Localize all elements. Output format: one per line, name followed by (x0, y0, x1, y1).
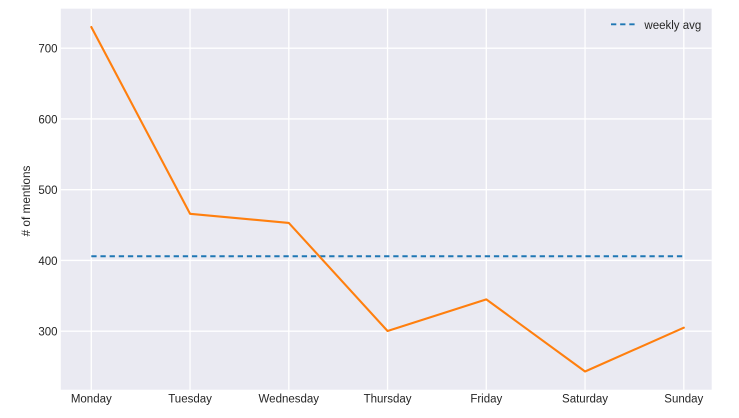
svg-text:Saturday: Saturday (562, 394, 608, 406)
svg-text:Sunday: Sunday (664, 394, 703, 406)
svg-text:Tuesday: Tuesday (168, 394, 212, 406)
svg-text:500: 500 (38, 185, 57, 197)
svg-text:# of mentions: # of mentions (19, 165, 33, 236)
svg-text:300: 300 (38, 327, 57, 339)
svg-text:Friday: Friday (470, 394, 502, 406)
svg-text:Wednesday: Wednesday (259, 394, 320, 406)
svg-text:Thursday: Thursday (364, 394, 412, 406)
svg-text:400: 400 (38, 256, 57, 268)
svg-text:700: 700 (38, 44, 57, 56)
svg-text:Monday: Monday (71, 394, 112, 406)
svg-text:weekly avg: weekly avg (643, 20, 701, 32)
svg-text:600: 600 (38, 114, 57, 126)
